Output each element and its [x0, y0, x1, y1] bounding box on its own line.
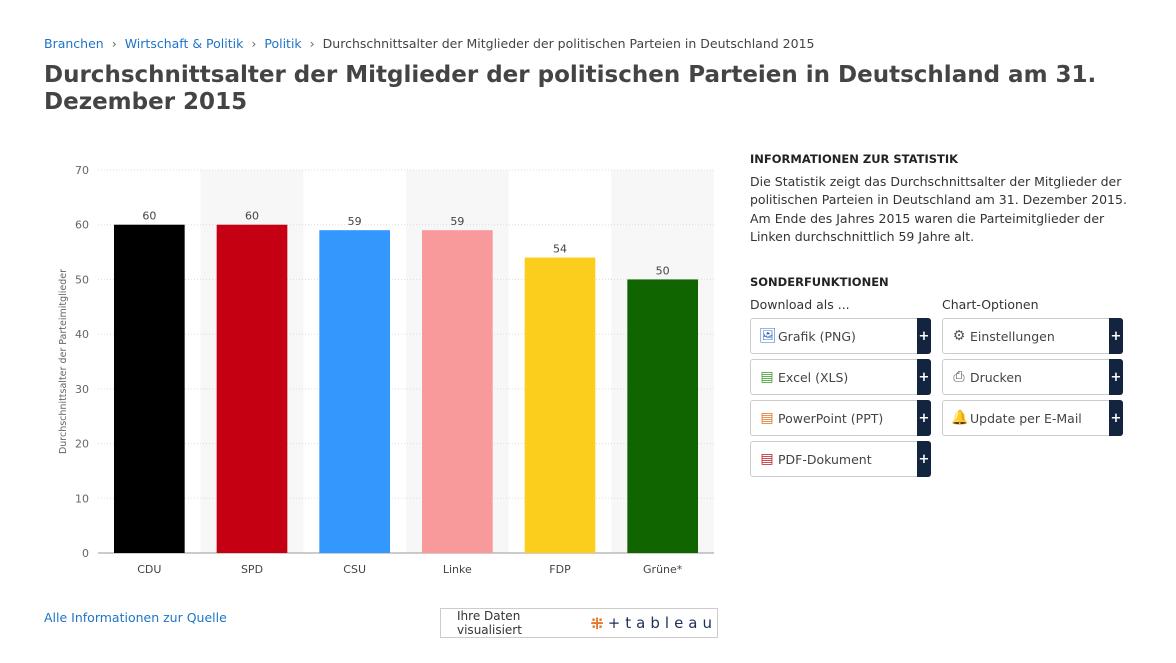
- y-tick-label: 40: [75, 328, 89, 341]
- button-label: Excel (XLS): [778, 369, 849, 385]
- grafik-png-button[interactable]: 🖼 Grafik (PNG) +: [750, 318, 931, 354]
- bar-spd: [216, 224, 288, 553]
- x-tick-label: CDU: [137, 563, 161, 576]
- plus-icon[interactable]: +: [917, 318, 931, 354]
- plus-icon[interactable]: +: [1109, 318, 1123, 354]
- button-label: PDF-Dokument: [778, 451, 872, 467]
- x-tick-label: SPD: [241, 563, 263, 576]
- printer-icon: ⎙: [953, 369, 965, 385]
- excel-xls-button[interactable]: ▤ Excel (XLS) +: [750, 359, 931, 395]
- button-label: Einstellungen: [970, 328, 1055, 344]
- bar-csu: [319, 230, 390, 553]
- tableau-text: Ihre Daten visualisiert: [457, 609, 522, 637]
- plus-icon[interactable]: +: [1109, 400, 1123, 436]
- breadcrumb-current: Durchschnittsalter der Mitglieder der po…: [322, 36, 815, 51]
- einstellungen-button[interactable]: ⚙ Einstellungen +: [942, 318, 1123, 354]
- button-label: PowerPoint (PPT): [778, 410, 884, 426]
- x-tick-label: Grüne*: [643, 563, 683, 576]
- source-info-link[interactable]: Alle Informationen zur Quelle: [44, 610, 227, 625]
- tableau-logo-icon: ⁜: [590, 613, 604, 633]
- y-tick-label: 70: [75, 164, 89, 177]
- y-tick-label: 20: [75, 438, 89, 451]
- y-tick-label: 60: [75, 219, 89, 232]
- powerpoint-ppt-button[interactable]: ▤ PowerPoint (PPT) +: [750, 400, 931, 436]
- x-tick-label: CSU: [343, 563, 366, 576]
- y-tick-label: 10: [75, 492, 89, 505]
- pdf-file-icon: ▤: [760, 451, 774, 467]
- x-tick-label: Linke: [443, 563, 472, 576]
- pdf-dokument-button[interactable]: ▤ PDF-Dokument +: [750, 441, 931, 477]
- update-per-e-mail-button[interactable]: 🔔 Update per E-Mail +: [942, 400, 1123, 436]
- data-label: 59: [450, 215, 464, 228]
- info-heading: INFORMATIONEN ZUR STATISTIK: [750, 152, 959, 166]
- y-axis-label: Durchschnittsalter der Parteimitglieder: [58, 269, 69, 454]
- ppt-file-icon: ▤: [760, 410, 774, 426]
- info-text: Die Statistik zeigt das Durchschnittsalt…: [750, 173, 1127, 245]
- statistic-info: INFORMATIONEN ZUR STATISTIK Die Statisti…: [750, 150, 1130, 247]
- button-label: Drucken: [970, 369, 1022, 385]
- button-label: Grafik (PNG): [778, 328, 856, 344]
- breadcrumb: Branchen › Wirtschaft & Politik › Politik › Du…: [44, 36, 815, 51]
- bar-fdp: [524, 257, 596, 553]
- breadcrumb-link[interactable]: Branchen: [44, 36, 104, 51]
- y-tick-label: 30: [75, 383, 89, 396]
- bar-linke: [422, 230, 493, 553]
- data-label: 54: [553, 243, 567, 256]
- data-label: 59: [348, 215, 362, 228]
- bar-cdu: [114, 224, 185, 553]
- plus-icon[interactable]: +: [917, 400, 931, 436]
- special-functions-heading: SONDERFUNKTIONEN: [750, 275, 889, 289]
- y-tick-label: 0: [82, 547, 89, 560]
- breadcrumb-link[interactable]: Politik: [264, 36, 302, 51]
- download-label: Download als ...: [750, 297, 850, 312]
- bar-chart: 0 10 20 30 40 50 60 70 60 CDU 60 SPD 59 CSU 59 Linke 54 F…: [58, 164, 714, 576]
- excel-file-icon: ▤: [760, 369, 774, 385]
- bar-grüne: [627, 279, 698, 553]
- plus-icon[interactable]: +: [917, 441, 931, 477]
- page-title: Durchschnittsalter der Mitglieder der po…: [44, 62, 1097, 115]
- tableau-banner[interactable]: Ihre Daten visualisiert ⁜ +tableau: [440, 608, 718, 638]
- tableau-wordmark: +tableau: [607, 614, 717, 632]
- bell-icon: 🔔: [951, 410, 969, 426]
- y-tick-label: 50: [75, 273, 89, 286]
- button-label: Update per E-Mail: [970, 410, 1082, 426]
- data-label: 60: [245, 210, 259, 223]
- data-label: 50: [656, 264, 670, 277]
- data-label: 60: [142, 210, 156, 223]
- drucken-button[interactable]: ⎙ Drucken +: [942, 359, 1123, 395]
- image-file-icon: 🖼: [759, 328, 777, 344]
- x-tick-label: FDP: [549, 563, 571, 576]
- chart-options-label: Chart-Optionen: [942, 297, 1039, 312]
- breadcrumb-link[interactable]: Wirtschaft & Politik: [124, 36, 244, 51]
- special-functions: SONDERFUNKTIONEN Download als ... 🖼 Grafik…: [750, 275, 1123, 477]
- plus-icon[interactable]: +: [917, 359, 931, 395]
- plus-icon[interactable]: +: [1109, 359, 1123, 395]
- gear-icon: ⚙: [952, 328, 966, 344]
